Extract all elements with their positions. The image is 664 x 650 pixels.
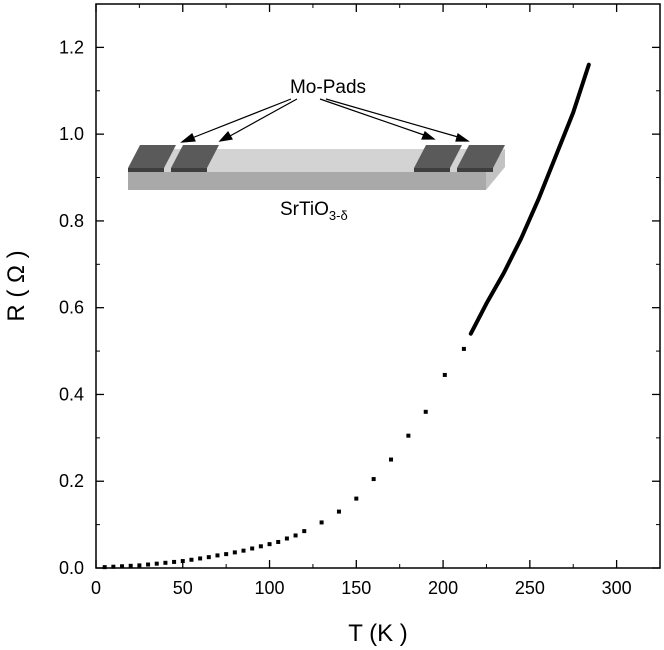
data-point [267, 542, 272, 547]
pad-arrows [180, 98, 470, 143]
data-point [111, 564, 116, 569]
y-tick-label: 1.2 [59, 37, 84, 57]
data-point [180, 559, 185, 564]
x-tick-label: 150 [341, 578, 371, 598]
data-point [276, 539, 281, 544]
data-point [250, 546, 255, 551]
substrate-label-subscript: 3-δ [329, 208, 348, 223]
x-tick-label: 200 [428, 578, 458, 598]
data-point [284, 536, 289, 541]
data-curve [468, 62, 591, 336]
data-marks [102, 62, 591, 570]
data-point [232, 550, 237, 555]
mo-pad-4 [457, 145, 505, 172]
data-point [371, 477, 376, 482]
data-point [120, 564, 125, 569]
data-point [128, 563, 133, 568]
data-point [198, 556, 203, 561]
data-point [102, 565, 107, 570]
y-tick-label: 0.4 [59, 384, 84, 404]
y-axis-title: R ( Ω ) [3, 250, 30, 321]
data-point [442, 372, 447, 377]
mo-pad-3 [414, 145, 462, 172]
mo-pads-label: Mo-Pads [290, 77, 366, 98]
y-tick-label: 1.0 [59, 124, 84, 144]
inset-diagram: Mo-Pads SrTiO3-δ [128, 77, 505, 223]
x-tick-label: 100 [255, 578, 285, 598]
data-point [154, 561, 159, 566]
data-point [224, 552, 229, 557]
plot-frame [95, 3, 661, 569]
y-axis-ticks: 0.0 0.2 0.4 0.6 0.8 1.0 1.2 [59, 37, 660, 578]
x-tick-label: 300 [602, 578, 632, 598]
y-tick-label: 0.0 [59, 558, 84, 578]
substrate-top-face [128, 149, 505, 172]
substrate-front-face [128, 172, 486, 190]
data-point [461, 346, 466, 351]
data-point [293, 533, 298, 538]
data-point [319, 520, 324, 525]
data-point [258, 544, 263, 549]
data-point [336, 509, 341, 514]
substrate-side-face [486, 149, 505, 190]
data-point [241, 548, 246, 553]
x-tick-label: 50 [173, 578, 193, 598]
y-tick-label: 0.2 [59, 471, 84, 491]
data-point [189, 557, 194, 562]
y-tick-label: 0.6 [59, 298, 84, 318]
y-tick-label: 0.8 [59, 211, 84, 231]
mo-pad-2 [171, 145, 219, 172]
x-tick-label: 0 [91, 578, 101, 598]
data-point [172, 559, 177, 564]
data-point [206, 555, 211, 560]
x-axis-ticks: 0 50 100 150 200 250 300 [91, 4, 632, 598]
data-point [423, 409, 428, 414]
data-point [354, 496, 359, 501]
data-point [389, 457, 394, 462]
data-point [406, 433, 411, 438]
x-axis-title: T (K ) [348, 620, 408, 647]
substrate-label: SrTiO3-δ [280, 199, 348, 223]
data-point [163, 560, 168, 565]
data-point [302, 529, 307, 534]
mo-pad-1 [128, 145, 176, 172]
data-point [215, 553, 220, 558]
data-point [146, 562, 151, 567]
data-point [137, 563, 142, 568]
x-tick-label: 250 [515, 578, 545, 598]
